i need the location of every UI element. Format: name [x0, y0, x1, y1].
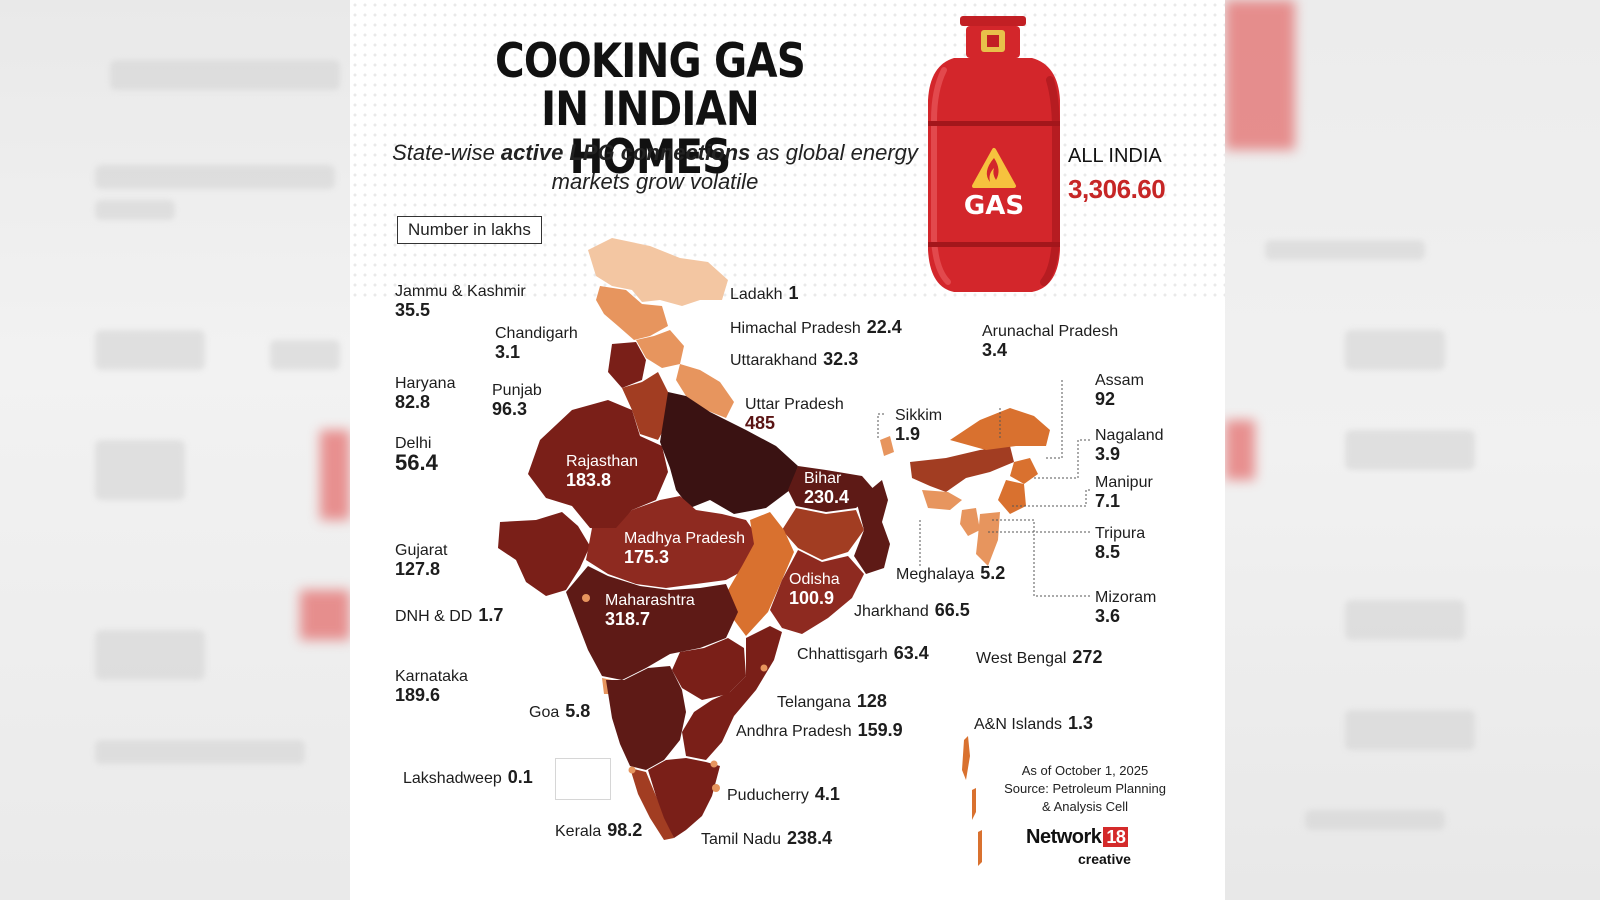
label-puducherry: Puducherry 4.1 — [727, 784, 840, 805]
page-title: COOKING GAS IN INDIAN HOMES — [487, 38, 814, 182]
cylinder-label: GAS — [964, 191, 1024, 221]
dot-puducherry-3 — [628, 766, 636, 774]
region-uttarakhand — [676, 364, 734, 418]
dot-puducherry-2 — [710, 760, 718, 768]
label-uttar-pradesh: Uttar Pradesh 485 — [745, 396, 844, 433]
region-gujarat — [498, 512, 590, 596]
gas-cylinder-icon: GAS — [928, 16, 1060, 292]
region-an-islands — [962, 736, 982, 866]
map-regions — [498, 238, 1050, 866]
label-assam: Assam 92 — [1095, 372, 1144, 409]
label-jammu-kashmir: Jammu & Kashmir 35.5 — [395, 283, 526, 320]
region-mizoram — [976, 512, 1000, 566]
subtitle-post: as global energy markets grow volatile — [551, 140, 918, 194]
title-line-2: IN INDIAN HOMES — [541, 82, 760, 185]
label-west-bengal: West Bengal 272 — [976, 647, 1103, 668]
label-punjab: Punjab 96.3 — [492, 382, 542, 419]
label-goa: Goa 5.8 — [529, 701, 591, 722]
label-odisha: Odisha 100.9 — [789, 571, 840, 608]
lakshadweep-inset — [555, 758, 611, 800]
label-mizoram: Mizoram 3.6 — [1095, 589, 1157, 626]
subtitle-pre: State-wise — [392, 140, 501, 165]
unit-label: Number in lakhs — [397, 216, 542, 244]
source-note: As of October 1, 2025 Source: Petroleum … — [990, 762, 1180, 816]
dot-yanam — [760, 664, 768, 672]
label-lakshadweep: Lakshadweep 0.1 — [403, 767, 533, 788]
region-nagaland — [1010, 458, 1038, 484]
region-karnataka — [606, 666, 686, 770]
india-map: GAS — [498, 16, 1090, 866]
brand-name: Network — [1026, 826, 1102, 848]
region-kerala — [630, 768, 674, 840]
region-sikkim — [880, 436, 894, 456]
title-line-1: COOKING GAS — [495, 34, 806, 89]
label-tamil-nadu: Tamil Nadu 238.4 — [701, 828, 833, 849]
region-ladakh — [588, 238, 728, 306]
label-rajasthan: Rajasthan 183.8 — [566, 453, 639, 490]
label-haryana: Haryana 82.8 — [395, 375, 456, 412]
label-dnh-dd: DNH & DD 1.7 — [395, 605, 504, 626]
label-kerala: Kerala 98.2 — [555, 820, 643, 841]
label-gujarat: Gujarat 127.8 — [395, 542, 448, 579]
label-jharkhand: Jharkhand 66.5 — [854, 600, 970, 621]
region-telangana — [672, 638, 746, 700]
region-jammu-kashmir — [596, 286, 668, 340]
region-chhattisgarh — [728, 512, 794, 636]
label-himachal-pradesh: Himachal Pradesh 22.4 — [730, 317, 902, 338]
label-arunachal-pradesh: Arunachal Pradesh 3.4 — [982, 323, 1119, 360]
background-right — [1225, 0, 1600, 900]
label-madhya-pradesh: Madhya Pradesh 175.3 — [624, 530, 745, 567]
region-assam — [910, 446, 1014, 492]
label-ladakh: Ladakh 1 — [730, 283, 799, 304]
region-meghalaya — [922, 490, 962, 510]
dot-puducherry — [712, 784, 720, 792]
label-maharashtra: Maharashtra 318.7 — [605, 592, 695, 629]
brand-number: 18 — [1103, 827, 1129, 847]
label-chandigarh: Chandigarh 3.1 — [495, 325, 578, 362]
label-manipur: Manipur 7.1 — [1095, 474, 1153, 511]
region-west-bengal — [854, 480, 890, 574]
brand-logo: Network 18 — [1026, 826, 1129, 849]
label-tripura: Tripura 8.5 — [1095, 525, 1146, 562]
region-rajasthan — [528, 400, 668, 530]
label-nagaland: Nagaland 3.9 — [1095, 427, 1164, 464]
source-line-1: Source: Petroleum Planning — [1004, 781, 1166, 796]
region-maharashtra — [566, 566, 738, 680]
label-meghalaya: Meghalaya 5.2 — [896, 563, 1006, 584]
region-tamil-nadu — [648, 758, 720, 838]
region-manipur — [998, 480, 1026, 514]
region-bihar — [788, 466, 876, 512]
region-odisha — [770, 550, 864, 634]
region-uttar-pradesh — [660, 392, 798, 514]
background-left — [0, 0, 350, 900]
brand-sub: creative — [1078, 851, 1131, 867]
source-date: As of October 1, 2025 — [1021, 763, 1149, 778]
label-sikkim: Sikkim 1.9 — [895, 407, 943, 444]
label-uttarakhand: Uttarakhand 32.3 — [730, 349, 859, 370]
subtitle: State-wise active LPG connections as glo… — [390, 138, 920, 196]
region-jharkhand — [782, 508, 864, 560]
region-punjab — [608, 342, 646, 388]
all-india-value: 3,306.60 — [1068, 174, 1166, 204]
label-karnataka: Karnataka 189.6 — [395, 668, 468, 705]
leader-lines — [877, 380, 1090, 597]
label-delhi: Delhi 56.4 — [395, 435, 438, 475]
region-tripura — [960, 508, 980, 536]
region-andhra-pradesh — [682, 626, 782, 760]
label-andhra-pradesh: Andhra Pradesh 159.9 — [736, 720, 903, 741]
region-himachal — [636, 330, 684, 368]
all-india-label: ALL INDIA — [1068, 145, 1162, 167]
region-haryana — [622, 372, 670, 440]
label-bihar: Bihar 230.4 — [804, 470, 850, 507]
dot-dnh-dd — [582, 594, 590, 602]
label-telangana: Telangana 128 — [777, 691, 887, 712]
dot-pattern — [350, 0, 1225, 300]
source-line-2: & Analysis Cell — [1042, 799, 1128, 814]
region-madhya-pradesh — [586, 496, 760, 588]
label-chhattisgarh: Chhattisgarh 63.4 — [797, 643, 929, 664]
subtitle-bold: active LPG connections — [500, 140, 751, 165]
label-an-islands: A&N Islands 1.3 — [974, 713, 1094, 734]
infographic-card: COOKING GAS IN INDIAN HOMES State-wise a… — [350, 0, 1225, 900]
